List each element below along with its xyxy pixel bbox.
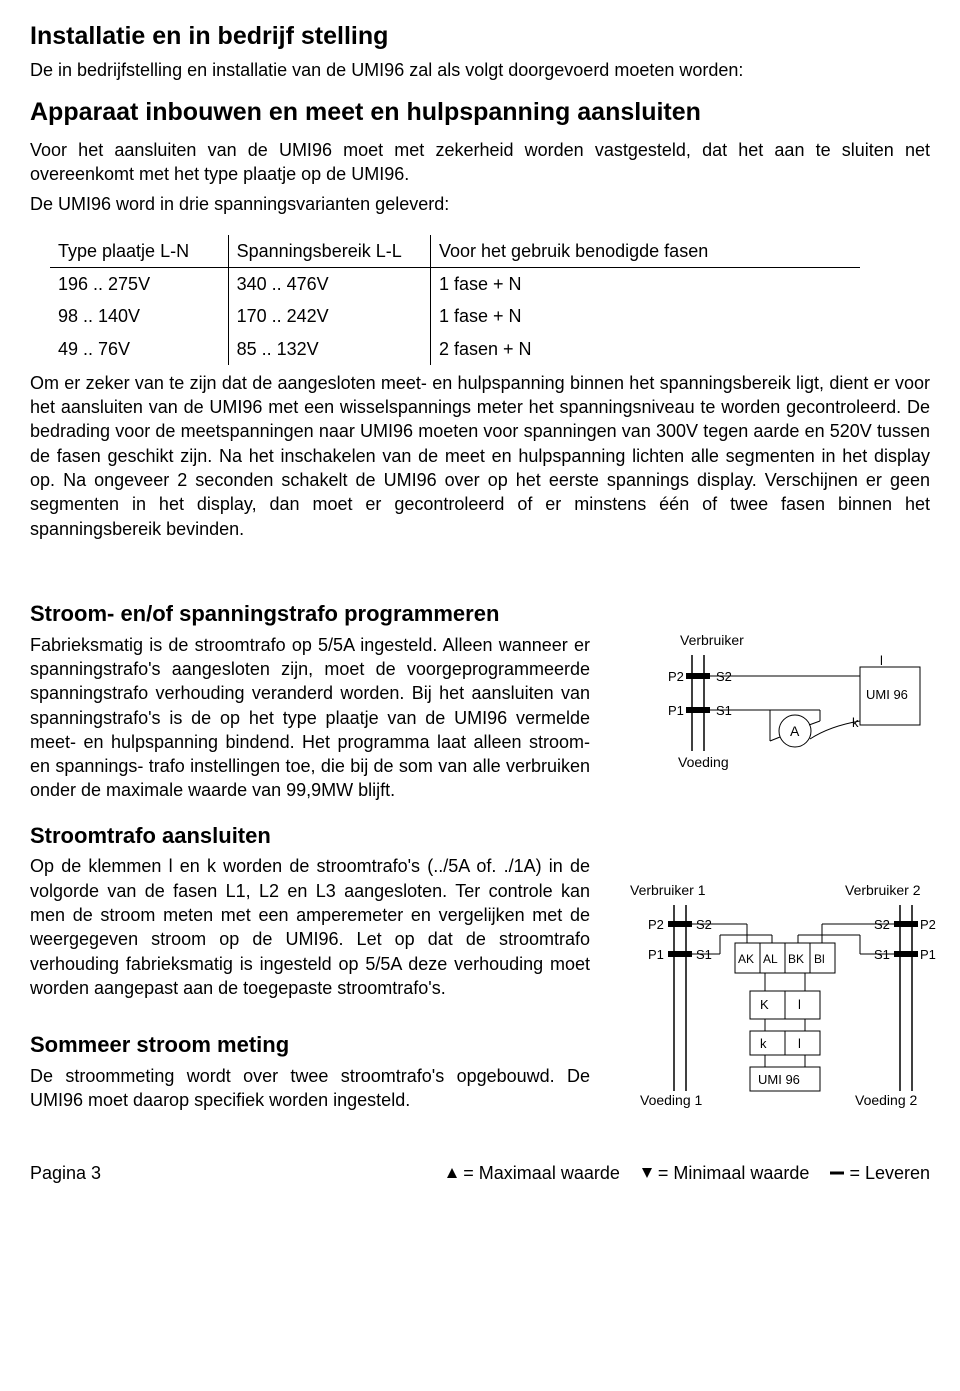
wiring-diagram-2: Verbruiker 1 Verbruiker 2 P2 P1 S2 S1 [610,881,940,1141]
table-cell: 1 fase + N [431,300,860,332]
svg-text:k: k [760,1036,767,1051]
svg-text:P1: P1 [648,947,664,962]
svg-text:A: A [790,723,800,739]
section3-para: Op de klemmen l en k worden de stroomtra… [30,854,590,1000]
svg-text:Voeding 1: Voeding 1 [640,1092,702,1108]
table-cell: 49 .. 76V [50,333,228,365]
section1-intro: De in bedrijfstelling en installatie van… [30,58,930,82]
svg-text:P1: P1 [920,947,936,962]
svg-text:l: l [880,653,883,668]
svg-text:P2: P2 [920,917,936,932]
table-cell: 170 .. 242V [228,300,430,332]
svg-text:UMI 96: UMI 96 [758,1072,800,1087]
svg-text:K: K [760,997,769,1012]
table-cell: 196 .. 275V [50,267,228,300]
svg-text:AK: AK [738,952,754,966]
table-cell: 98 .. 140V [50,300,228,332]
section3-title: Stroomtrafo aansluiten [30,821,590,851]
section2-para: Fabrieksmatig is de stroomtrafo op 5/5A … [30,633,590,803]
page-number: Pagina 3 [30,1161,101,1185]
voltage-table: Type plaatje L-N Spanningsbereik L-L Voo… [50,235,930,365]
svg-text:BK: BK [788,952,804,966]
svg-text:Voeding: Voeding [678,754,729,770]
svg-text:Verbruiker 2: Verbruiker 2 [845,882,921,898]
section1-para2: De UMI96 word in drie spanningsvarianten… [30,192,930,216]
svg-text:UMI 96: UMI 96 [866,687,908,702]
wiring-diagram-1: Verbruiker P2 P1 S2 S1 A [620,631,930,831]
svg-text:P2: P2 [668,669,684,684]
svg-text:l: l [798,1036,801,1051]
footer-legend: = Maximaal waarde = Minimaal waarde = Le… [445,1161,930,1185]
section1b-para: Om er zeker van te zijn dat de aangeslot… [30,371,930,541]
svg-text:Bl: Bl [814,952,825,966]
svg-text:Verbruiker: Verbruiker [680,632,744,648]
table-cell: 2 fasen + N [431,333,860,365]
svg-text:P1: P1 [668,703,684,718]
svg-text:AL: AL [763,952,778,966]
table-cell: 1 fase + N [431,267,860,300]
svg-text:Verbruiker 1: Verbruiker 1 [630,882,706,898]
section1-title: Installatie en in bedrijf stelling [30,20,930,54]
svg-text:l: l [798,997,801,1012]
svg-text:P2: P2 [648,917,664,932]
section1-para1: Voor het aansluiten van de UMI96 moet me… [30,138,930,187]
table-header: Spanningsbereik L-L [228,235,430,268]
section2-title: Stroom- en/of spanningstrafo programmere… [30,599,590,629]
table-cell: 85 .. 132V [228,333,430,365]
section4-title: Sommeer stroom meting [30,1030,590,1060]
table-header: Type plaatje L-N [50,235,228,268]
table-header: Voor het gebruik benodigde fasen [431,235,860,268]
svg-text:Voeding 2: Voeding 2 [855,1092,917,1108]
section4-para: De stroommeting wordt over twee stroomtr… [30,1064,590,1113]
section1-subtitle: Apparaat inbouwen en meet en hulpspannin… [30,96,930,130]
table-cell: 340 .. 476V [228,267,430,300]
